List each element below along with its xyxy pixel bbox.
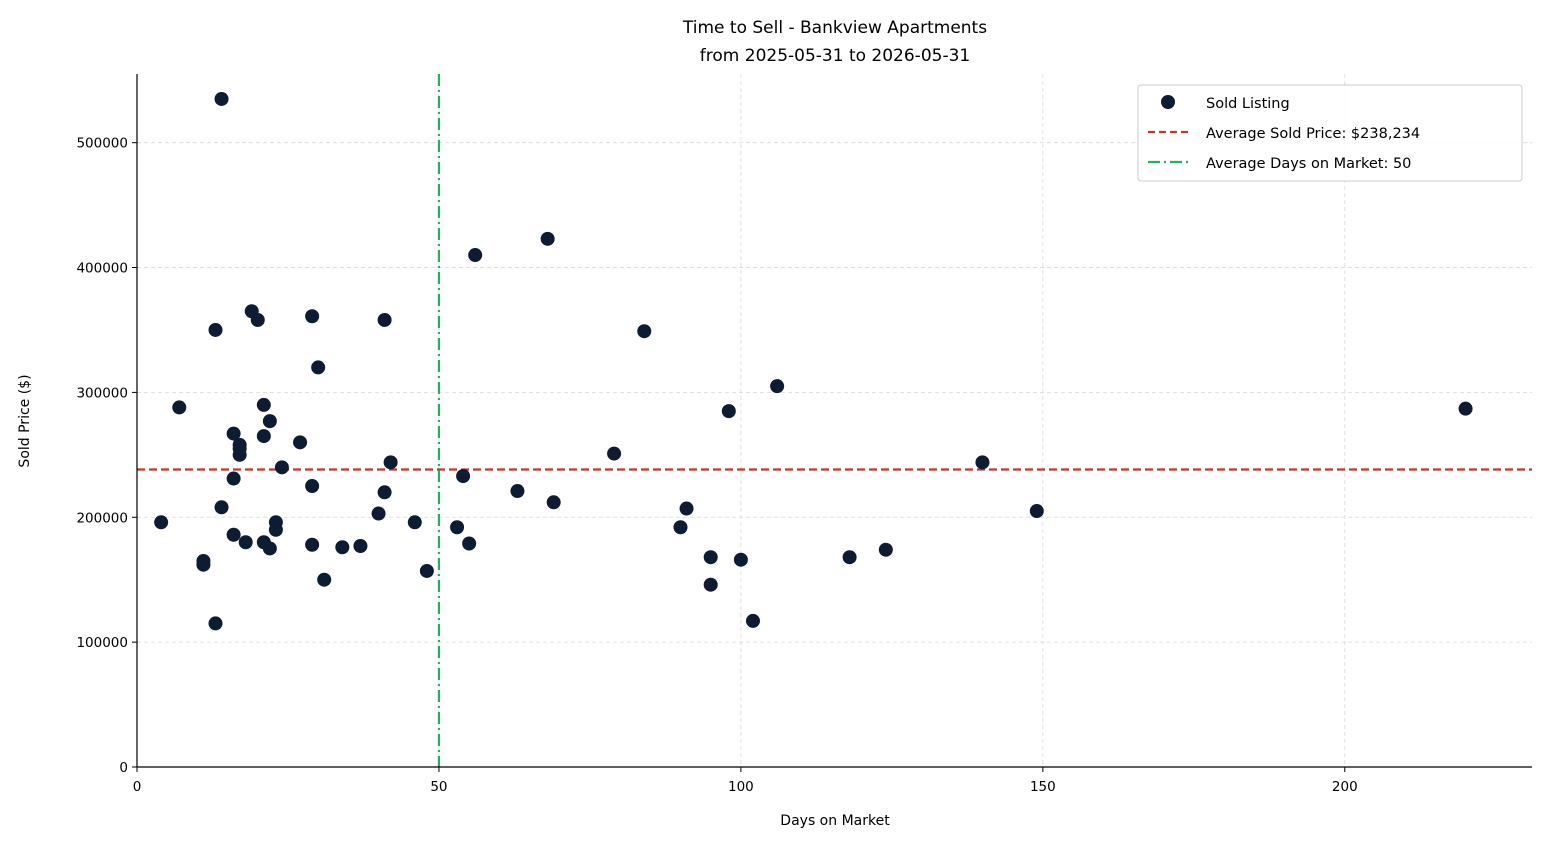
scatter-point — [232, 447, 247, 462]
scatter-point — [311, 360, 326, 375]
legend-label-sold-listing: Sold Listing — [1206, 96, 1290, 112]
legend-box — [1137, 84, 1523, 182]
scatter-point — [293, 435, 308, 450]
x-axis-label: Days on Market — [780, 813, 890, 829]
x-tick-label: 50 — [430, 779, 447, 795]
scatter-point — [317, 572, 332, 587]
y-axis-label: Sold Price ($) — [17, 374, 33, 467]
scatter-point — [456, 469, 471, 484]
scatter-point — [226, 426, 241, 441]
scatter-point — [305, 309, 320, 324]
scatter-point — [468, 248, 483, 263]
scatter-point — [462, 536, 477, 551]
scatter-point — [733, 552, 748, 567]
scatter-point — [208, 616, 223, 631]
scatter-point — [450, 520, 465, 535]
scatter-point — [305, 537, 320, 552]
scatter-point — [262, 541, 277, 556]
x-tick-label: 150 — [1030, 779, 1056, 795]
y-axis-ticks: 0 100000 200000 300000 400000 500000 — [76, 136, 137, 776]
scatter-point — [226, 471, 241, 486]
scatter-point — [1458, 401, 1473, 416]
x-tick-label: 100 — [728, 779, 754, 795]
scatter-point — [208, 322, 223, 337]
y-tick-label: 0 — [119, 760, 128, 776]
legend-marker-sold-listing — [1161, 95, 1175, 109]
scatter-point — [377, 312, 392, 327]
scatter-point — [607, 446, 622, 461]
x-axis-ticks: 0 50 100 150 200 — [133, 767, 1358, 795]
reference-lines — [137, 74, 1532, 767]
scatter-point — [154, 515, 169, 530]
chart-subtitle: from 2025-05-31 to 2026-05-31 — [700, 46, 970, 66]
grid — [137, 74, 1532, 767]
scatter-point — [673, 520, 688, 535]
x-tick-label: 0 — [133, 779, 142, 795]
legend: Sold Listing Average Sold Price: $238,23… — [1137, 84, 1523, 182]
scatter-point — [679, 501, 694, 516]
chart-title: Time to Sell - Bankview Apartments — [682, 18, 987, 38]
scatter-point — [335, 540, 350, 555]
x-tick-label: 200 — [1332, 779, 1358, 795]
scatter-point — [256, 397, 271, 412]
scatter-point — [703, 550, 718, 565]
scatter-point — [256, 429, 271, 444]
scatter-point — [238, 535, 253, 550]
scatter-point — [546, 495, 561, 510]
scatter-point — [383, 455, 398, 470]
scatter-point — [1029, 504, 1044, 519]
scatter-point — [214, 91, 229, 106]
scatter-point — [172, 400, 187, 415]
scatter-point — [703, 577, 718, 592]
y-tick-label: 500000 — [76, 136, 128, 152]
y-tick-label: 400000 — [76, 261, 128, 277]
scatter-point — [353, 538, 368, 553]
scatter-point — [510, 484, 525, 499]
scatter-point — [262, 414, 277, 429]
scatter-point — [377, 485, 392, 500]
scatter-point — [214, 500, 229, 515]
scatter-point — [637, 324, 652, 339]
legend-label-average-price: Average Sold Price: $238,234 — [1206, 126, 1420, 142]
scatter-point — [419, 563, 434, 578]
scatter-point — [250, 312, 265, 327]
scatter-point — [305, 479, 320, 494]
scatter-point — [371, 506, 386, 521]
scatter-point — [268, 522, 283, 537]
y-tick-label: 200000 — [76, 510, 128, 526]
scatter-point — [842, 550, 857, 565]
y-tick-label: 100000 — [76, 635, 128, 651]
scatter-point — [540, 231, 555, 246]
scatter-point — [878, 542, 893, 557]
scatter-point — [721, 404, 736, 419]
scatter-point — [770, 379, 785, 394]
scatter-points — [154, 91, 1473, 631]
scatter-point — [975, 455, 990, 470]
scatter-point — [226, 527, 241, 542]
scatter-point — [407, 515, 422, 530]
scatter-point — [196, 557, 211, 572]
scatter-point — [745, 613, 760, 628]
scatter-point — [274, 460, 289, 475]
legend-label-average-days: Average Days on Market: 50 — [1206, 156, 1411, 172]
y-tick-label: 300000 — [76, 385, 128, 401]
